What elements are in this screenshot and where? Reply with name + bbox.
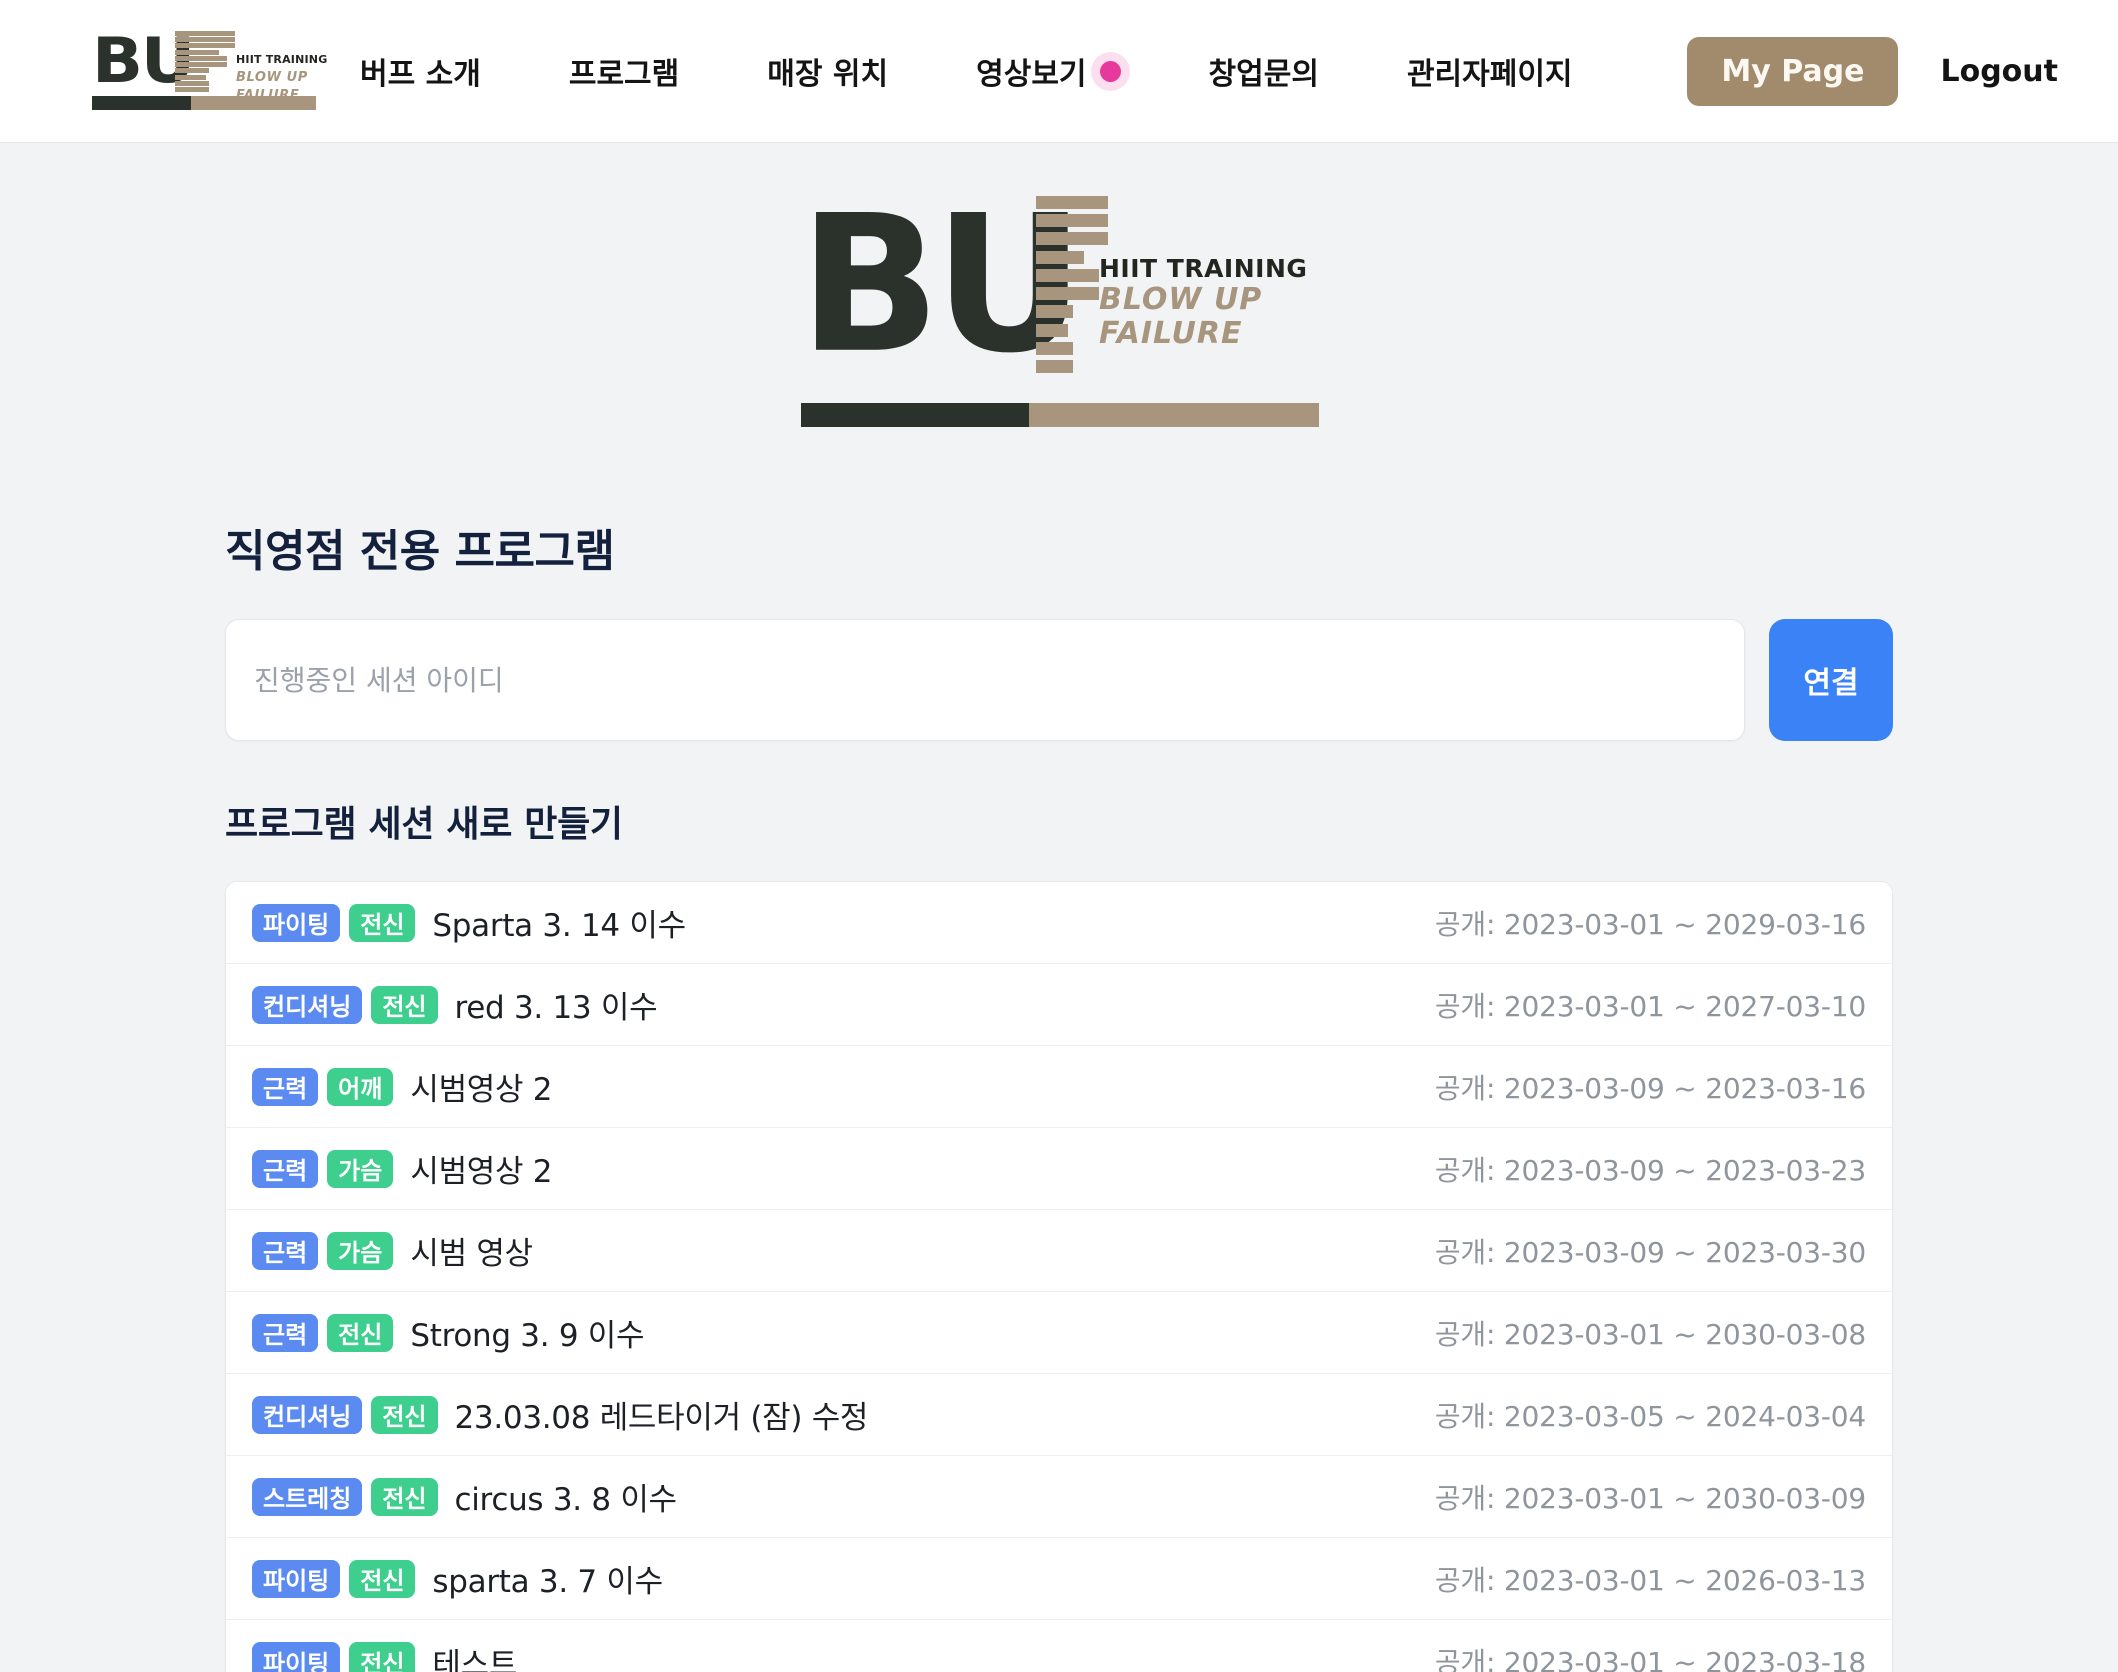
program-dates: 공개: 2023-03-09 ~ 2023-03-23 xyxy=(1434,1153,1866,1187)
program-title: red 3. 13 이수 xyxy=(454,990,658,1026)
badge-bodypart: 전신 xyxy=(371,985,438,1024)
program-title: Strong 3. 9 이수 xyxy=(410,1318,645,1354)
badge-category: 근력 xyxy=(252,1231,319,1270)
badge-category: 컨디셔닝 xyxy=(252,985,363,1024)
connect-button[interactable]: 연결 xyxy=(1769,619,1893,741)
program-dates: 공개: 2023-03-09 ~ 2023-03-30 xyxy=(1434,1235,1866,1269)
badge-category: 근력 xyxy=(252,1149,319,1188)
badge-category: 근력 xyxy=(252,1313,319,1352)
badge-category: 근력 xyxy=(252,1067,319,1106)
program-dates: 공개: 2023-03-01 ~ 2029-03-16 xyxy=(1434,907,1866,941)
program-dates: 공개: 2023-03-01 ~ 2026-03-13 xyxy=(1434,1563,1866,1597)
brand-underbar xyxy=(92,96,316,110)
nav-link-video[interactable]: 영상보기 xyxy=(976,57,1087,92)
hero-tagline-2: BLOW UP xyxy=(1099,282,1263,317)
badge-bodypart: 전신 xyxy=(349,1642,416,1672)
badge-bodypart: 전신 xyxy=(327,1313,394,1352)
page-title: 직영점 전용 프로그램 xyxy=(225,526,615,577)
program-dates: 공개: 2023-03-09 ~ 2023-03-16 xyxy=(1434,1071,1866,1105)
program-list: 파이팅 전신 Sparta 3. 14 이수 공개: 2023-03-01 ~ … xyxy=(225,881,1893,1672)
session-connect-row: 연결 xyxy=(225,619,1893,741)
badge-category: 파이팅 xyxy=(252,903,341,942)
nav-item-location[interactable]: 매장 위치 xyxy=(723,39,932,103)
badge-bodypart: 전신 xyxy=(349,903,416,942)
main-content: 직영점 전용 프로그램 연결 프로그램 세션 새로 만들기 파이팅 전신 Spa… xyxy=(225,445,1893,1672)
badge-bodypart: 전신 xyxy=(371,1477,438,1516)
list-item[interactable]: 컨디셔닝 전신 23.03.08 레드타이거 (잠) 수정 공개: 2023-0… xyxy=(226,1374,1892,1456)
program-dates: 공개: 2023-03-01 ~ 2030-03-09 xyxy=(1434,1481,1866,1515)
list-item[interactable]: 파이팅 전신 sparta 3. 7 이수 공개: 2023-03-01 ~ 2… xyxy=(226,1538,1892,1620)
badge-bodypart: 가슴 xyxy=(327,1149,394,1188)
brand-f-stripes-icon xyxy=(175,31,235,92)
program-dates: 공개: 2023-03-05 ~ 2024-03-04 xyxy=(1434,1399,1866,1433)
nav-item-program[interactable]: 프로그램 xyxy=(525,39,723,103)
badge-category: 컨디셔닝 xyxy=(252,1395,363,1434)
badge-category: 파이팅 xyxy=(252,1642,341,1672)
program-title: circus 3. 8 이수 xyxy=(454,1482,677,1518)
brand-logo-link[interactable]: BU HIIT TRAINING BLOW UP FAILURE xyxy=(92,28,327,114)
list-item[interactable]: 스트레칭 전신 circus 3. 8 이수 공개: 2023-03-01 ~ … xyxy=(226,1456,1892,1538)
main-navigation: 버프 소개 프로그램 매장 위치 영상보기 창업문의 관리자페이지 xyxy=(360,39,1687,103)
program-title: Sparta 3. 14 이수 xyxy=(432,908,686,944)
nav-item-franchise[interactable]: 창업문의 xyxy=(1165,39,1363,103)
nav-item-video[interactable]: 영상보기 xyxy=(932,39,1164,103)
logout-link[interactable]: Logout xyxy=(1940,53,2058,89)
program-title: 시범영상 2 xyxy=(410,1154,553,1190)
section-title-new-session: 프로그램 세션 새로 만들기 xyxy=(225,804,623,845)
hero-tagline-1: HIIT TRAINING xyxy=(1099,254,1308,283)
my-page-button[interactable]: My Page xyxy=(1687,36,1899,106)
badge-bodypart: 전신 xyxy=(371,1395,438,1434)
list-item[interactable]: 근력 어깨 시범영상 2 공개: 2023-03-09 ~ 2023-03-16 xyxy=(226,1046,1892,1128)
list-item[interactable]: 파이팅 전신 Sparta 3. 14 이수 공개: 2023-03-01 ~ … xyxy=(226,882,1892,964)
program-dates: 공개: 2023-03-01 ~ 2027-03-10 xyxy=(1434,989,1866,1023)
badge-bodypart: 어깨 xyxy=(327,1067,394,1106)
hero-underbar xyxy=(801,403,1319,427)
program-title: 23.03.08 레드타이거 (잠) 수정 xyxy=(454,1400,869,1436)
list-item[interactable]: 근력 가슴 시범 영상 공개: 2023-03-09 ~ 2023-03-30 xyxy=(226,1210,1892,1292)
header-actions: My Page Logout xyxy=(1687,36,2058,106)
badge-bodypart: 전신 xyxy=(349,1559,416,1598)
hero-f-stripes-icon xyxy=(1036,196,1108,373)
badge-bodypart: 가슴 xyxy=(327,1231,394,1270)
program-title: 시범 영상 xyxy=(410,1236,533,1272)
badge-category: 파이팅 xyxy=(252,1559,341,1598)
nav-link-admin[interactable]: 관리자페이지 xyxy=(1406,57,1573,92)
list-item[interactable]: 근력 가슴 시범영상 2 공개: 2023-03-09 ~ 2023-03-23 xyxy=(226,1128,1892,1210)
site-header: BU HIIT TRAINING BLOW UP FAILURE 버프 소개 프… xyxy=(0,0,2118,143)
hero-logo: BU HIIT TRAINING BLOW UP FAILURE xyxy=(799,191,1319,431)
program-dates: 공개: 2023-03-01 ~ 2030-03-08 xyxy=(1434,1317,1866,1351)
program-title: 시범영상 2 xyxy=(410,1072,553,1108)
brand-tagline-1: HIIT TRAINING xyxy=(236,53,328,66)
nav-link-franchise[interactable]: 창업문의 xyxy=(1208,57,1319,92)
nav-link-location[interactable]: 매장 위치 xyxy=(767,57,889,92)
nav-item-admin[interactable]: 관리자페이지 xyxy=(1363,39,1617,103)
hero-tagline: HIIT TRAINING BLOW UP FAILURE xyxy=(1099,254,1307,351)
list-item[interactable]: 근력 전신 Strong 3. 9 이수 공개: 2023-03-01 ~ 20… xyxy=(226,1292,1892,1374)
live-indicator-dot-icon xyxy=(1099,60,1121,82)
nav-link-about[interactable]: 버프 소개 xyxy=(360,57,481,92)
brand-tagline: HIIT TRAINING BLOW UP FAILURE xyxy=(236,50,327,104)
nav-link-program[interactable]: 프로그램 xyxy=(568,57,680,92)
list-item[interactable]: 파이팅 전신 테스트 공개: 2023-03-01 ~ 2023-03-18 xyxy=(226,1620,1892,1672)
hero-tagline-3: FAILURE xyxy=(1099,316,1243,351)
program-title: 테스트 xyxy=(432,1646,518,1672)
badge-category: 스트레칭 xyxy=(252,1477,363,1516)
session-id-input[interactable] xyxy=(225,619,1745,741)
program-title: sparta 3. 7 이수 xyxy=(432,1564,663,1600)
program-dates: 공개: 2023-03-01 ~ 2023-03-18 xyxy=(1434,1646,1866,1672)
brand-tagline-2: BLOW UP xyxy=(236,70,308,85)
nav-item-about[interactable]: 버프 소개 xyxy=(360,39,525,103)
hero-section: BU HIIT TRAINING BLOW UP FAILURE xyxy=(0,143,2118,445)
list-item[interactable]: 컨디셔닝 전신 red 3. 13 이수 공개: 2023-03-01 ~ 20… xyxy=(226,964,1892,1046)
